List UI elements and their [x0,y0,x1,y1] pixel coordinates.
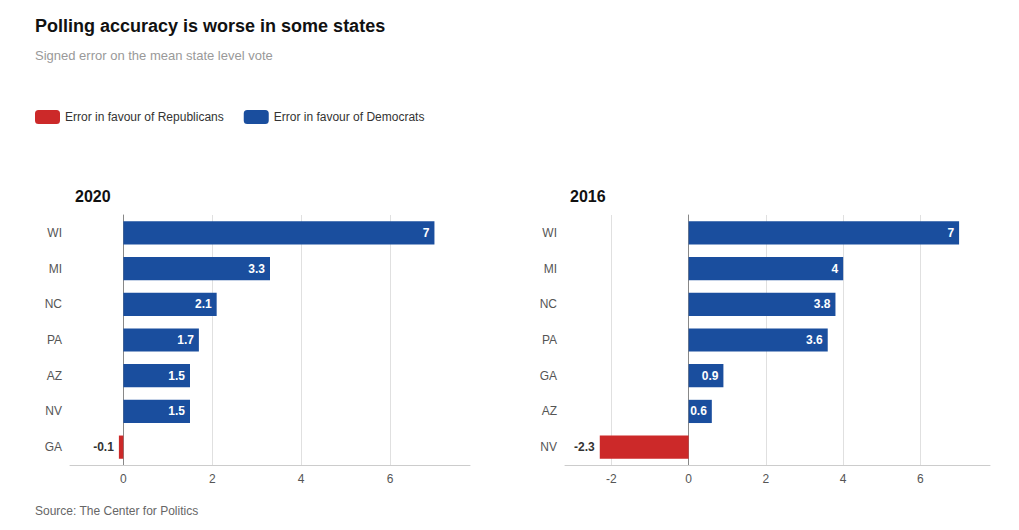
svg-text:2.1: 2.1 [195,297,212,311]
svg-text:3.6: 3.6 [806,333,823,347]
svg-text:2016: 2016 [570,188,606,205]
svg-text:NC: NC [45,297,63,311]
svg-text:NV: NV [45,404,62,418]
svg-text:Error in favour of Republicans: Error in favour of Republicans [65,110,224,124]
svg-text:6: 6 [917,472,924,486]
svg-text:3.3: 3.3 [248,262,265,276]
svg-text:7: 7 [423,226,430,240]
svg-text:7: 7 [947,226,954,240]
svg-text:0.9: 0.9 [702,369,719,383]
svg-text:2: 2 [209,472,216,486]
svg-text:MI: MI [49,262,62,276]
svg-text:AZ: AZ [47,369,62,383]
svg-text:Polling accuracy is worse in s: Polling accuracy is worse in some states [35,16,385,36]
svg-text:4: 4 [831,262,838,276]
svg-text:WI: WI [542,226,557,240]
svg-text:GA: GA [45,440,62,454]
svg-text:1.7: 1.7 [177,333,194,347]
svg-text:-2: -2 [606,472,617,486]
svg-text:0.6: 0.6 [690,404,707,418]
svg-text:2020: 2020 [75,188,111,205]
svg-text:AZ: AZ [542,404,557,418]
svg-text:3.8: 3.8 [814,297,831,311]
svg-text:1.5: 1.5 [168,369,185,383]
svg-text:WI: WI [47,226,62,240]
svg-text:1.5: 1.5 [168,404,185,418]
svg-text:0: 0 [685,472,692,486]
svg-text:4: 4 [298,472,305,486]
svg-text:4: 4 [840,472,847,486]
svg-text:-0.1: -0.1 [93,440,114,454]
svg-text:NC: NC [540,297,558,311]
svg-text:PA: PA [542,333,557,347]
svg-text:NV: NV [540,440,557,454]
svg-text:Error in favour of Democrats: Error in favour of Democrats [274,110,425,124]
svg-text:GA: GA [540,369,557,383]
svg-text:Source: The Center for Politic: Source: The Center for Politics [35,504,198,518]
svg-text:-2.3: -2.3 [574,440,595,454]
svg-text:0: 0 [120,472,127,486]
svg-text:Signed error on the mean state: Signed error on the mean state level vot… [35,48,273,63]
svg-text:2: 2 [763,472,770,486]
svg-text:MI: MI [544,262,557,276]
svg-text:PA: PA [47,333,62,347]
svg-text:6: 6 [387,472,394,486]
